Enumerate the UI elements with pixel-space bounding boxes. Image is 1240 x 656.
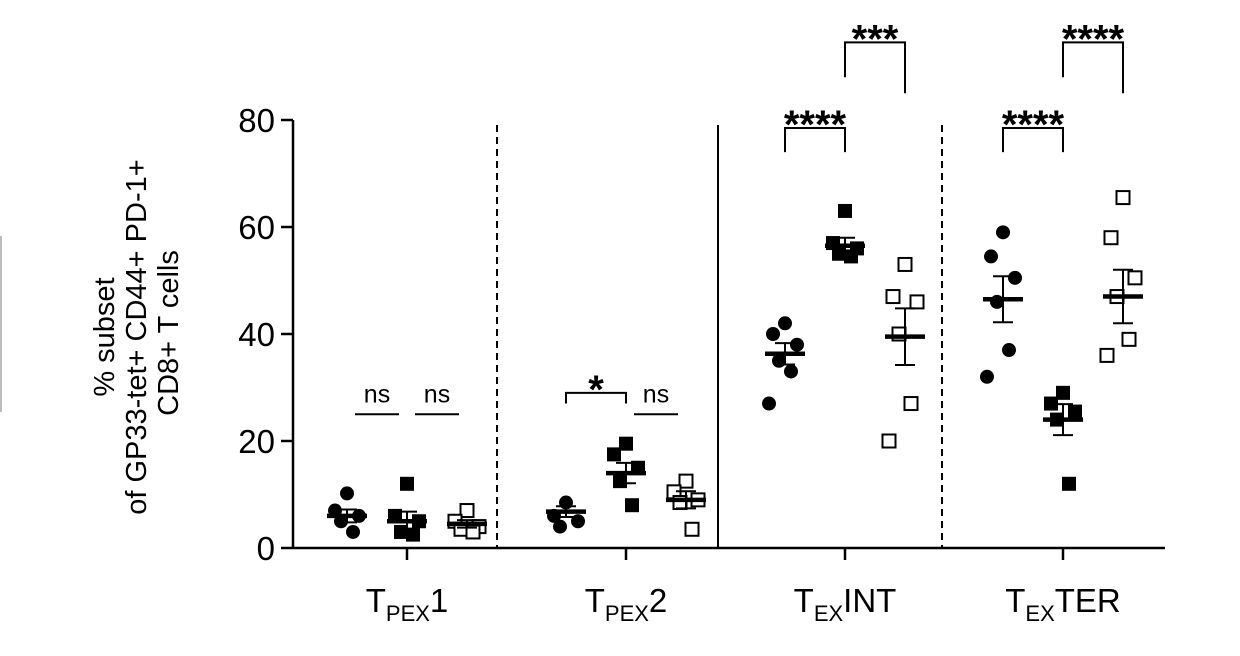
point-g3-s0-1 xyxy=(984,249,998,264)
point-g3-s0-4 xyxy=(1002,343,1016,358)
point-g0-s0-0 xyxy=(340,486,354,501)
point-g3-s1-1 xyxy=(1044,396,1058,411)
point-g2-s1-0 xyxy=(838,203,852,218)
annotation-7-label: **** xyxy=(1062,17,1125,61)
mean-sem-bars xyxy=(327,236,1143,532)
annotation-7-bracket xyxy=(1062,41,1124,94)
point-g0-s0-4 xyxy=(346,524,360,539)
y-tick-label-0: 0 xyxy=(257,530,275,567)
annotation-4-bracket xyxy=(784,127,846,153)
point-g1-s1-3 xyxy=(613,474,627,489)
data-points xyxy=(328,190,1143,542)
y-axis-title-line-1: % subset xyxy=(89,277,121,396)
x-category-label-3: TEXTER xyxy=(1005,582,1121,626)
point-g2-s2-5 xyxy=(881,433,897,449)
y-tick-label-60: 60 xyxy=(238,209,275,246)
point-g3-s2-5 xyxy=(1099,347,1115,363)
point-g3-s2-4 xyxy=(1121,331,1137,347)
annotation-5-bracket xyxy=(844,41,906,94)
point-g3-s1-4 xyxy=(1062,476,1076,491)
point-g1-s2-0 xyxy=(678,473,694,489)
annotation-0-label: ns xyxy=(364,380,390,408)
point-g0-s2-0 xyxy=(459,503,475,519)
point-g0-s1-0 xyxy=(400,476,414,491)
point-g1-s2-4 xyxy=(684,521,700,537)
point-g3-s2-0 xyxy=(1115,190,1131,206)
annotation-5-label: *** xyxy=(852,17,899,61)
annotation-4-label: **** xyxy=(784,103,847,147)
annotation-6-bracket xyxy=(1002,127,1064,153)
y-tick-label-80: 80 xyxy=(238,102,275,139)
point-g2-s0-0 xyxy=(778,316,792,331)
point-g3-s2-1 xyxy=(1103,230,1119,246)
x-category-label-2: TEXINT xyxy=(794,582,897,626)
point-g1-s1-1 xyxy=(607,447,621,462)
point-g3-s0-0 xyxy=(996,225,1010,240)
point-g2-s2-0 xyxy=(897,256,913,272)
point-g2-s0-5 xyxy=(762,396,776,411)
point-g2-s1-4 xyxy=(844,249,858,264)
point-g0-s1-3 xyxy=(394,524,408,539)
point-g2-s2-2 xyxy=(909,294,925,310)
annotation-2-label: * xyxy=(588,368,604,412)
point-g3-s1-2 xyxy=(1068,404,1082,419)
y-tick-label-20: 20 xyxy=(238,423,275,460)
point-g1-s0-3 xyxy=(553,519,567,534)
significance-annotations: ns ns * ns*************** xyxy=(355,17,1125,416)
annotation-2-bracket xyxy=(565,391,627,404)
point-g2-s0-2 xyxy=(790,337,804,352)
annotation-3-label: ns xyxy=(643,380,669,408)
y-tick-label-40: 40 xyxy=(238,316,275,353)
point-g3-s1-0 xyxy=(1056,385,1070,400)
point-g1-s1-4 xyxy=(625,498,639,513)
x-category-label-1: TPEX2 xyxy=(585,582,668,626)
point-g2-s0-1 xyxy=(766,327,780,341)
point-g3-s2-2 xyxy=(1127,270,1143,286)
point-g3-s0-5 xyxy=(980,369,994,384)
y-axis-title: % subset of GP33-tet+ CD44+ PD-1+ CD8+ T… xyxy=(89,151,185,515)
point-g2-s0-4 xyxy=(784,364,798,379)
axes: 0 20 40 60 80 TPEX1 TPEX2 TEXINT TEXTER xyxy=(238,102,1165,626)
group-separators xyxy=(496,125,943,548)
annotation-6-label: **** xyxy=(1002,103,1065,147)
annotation-1-label: ns xyxy=(424,380,450,408)
point-g0-s1-4 xyxy=(406,527,420,542)
point-g3-s0-2 xyxy=(1008,270,1022,285)
point-g2-s2-4 xyxy=(903,396,919,412)
y-axis-title-line-3: CD8+ T cells xyxy=(153,250,185,416)
y-axis-title-line-2: of GP33-tet+ CD44+ PD-1+ xyxy=(121,159,153,514)
x-category-label-0: TPEX1 xyxy=(366,582,449,626)
point-g2-s2-1 xyxy=(885,289,901,305)
point-g1-s1-0 xyxy=(619,436,633,451)
